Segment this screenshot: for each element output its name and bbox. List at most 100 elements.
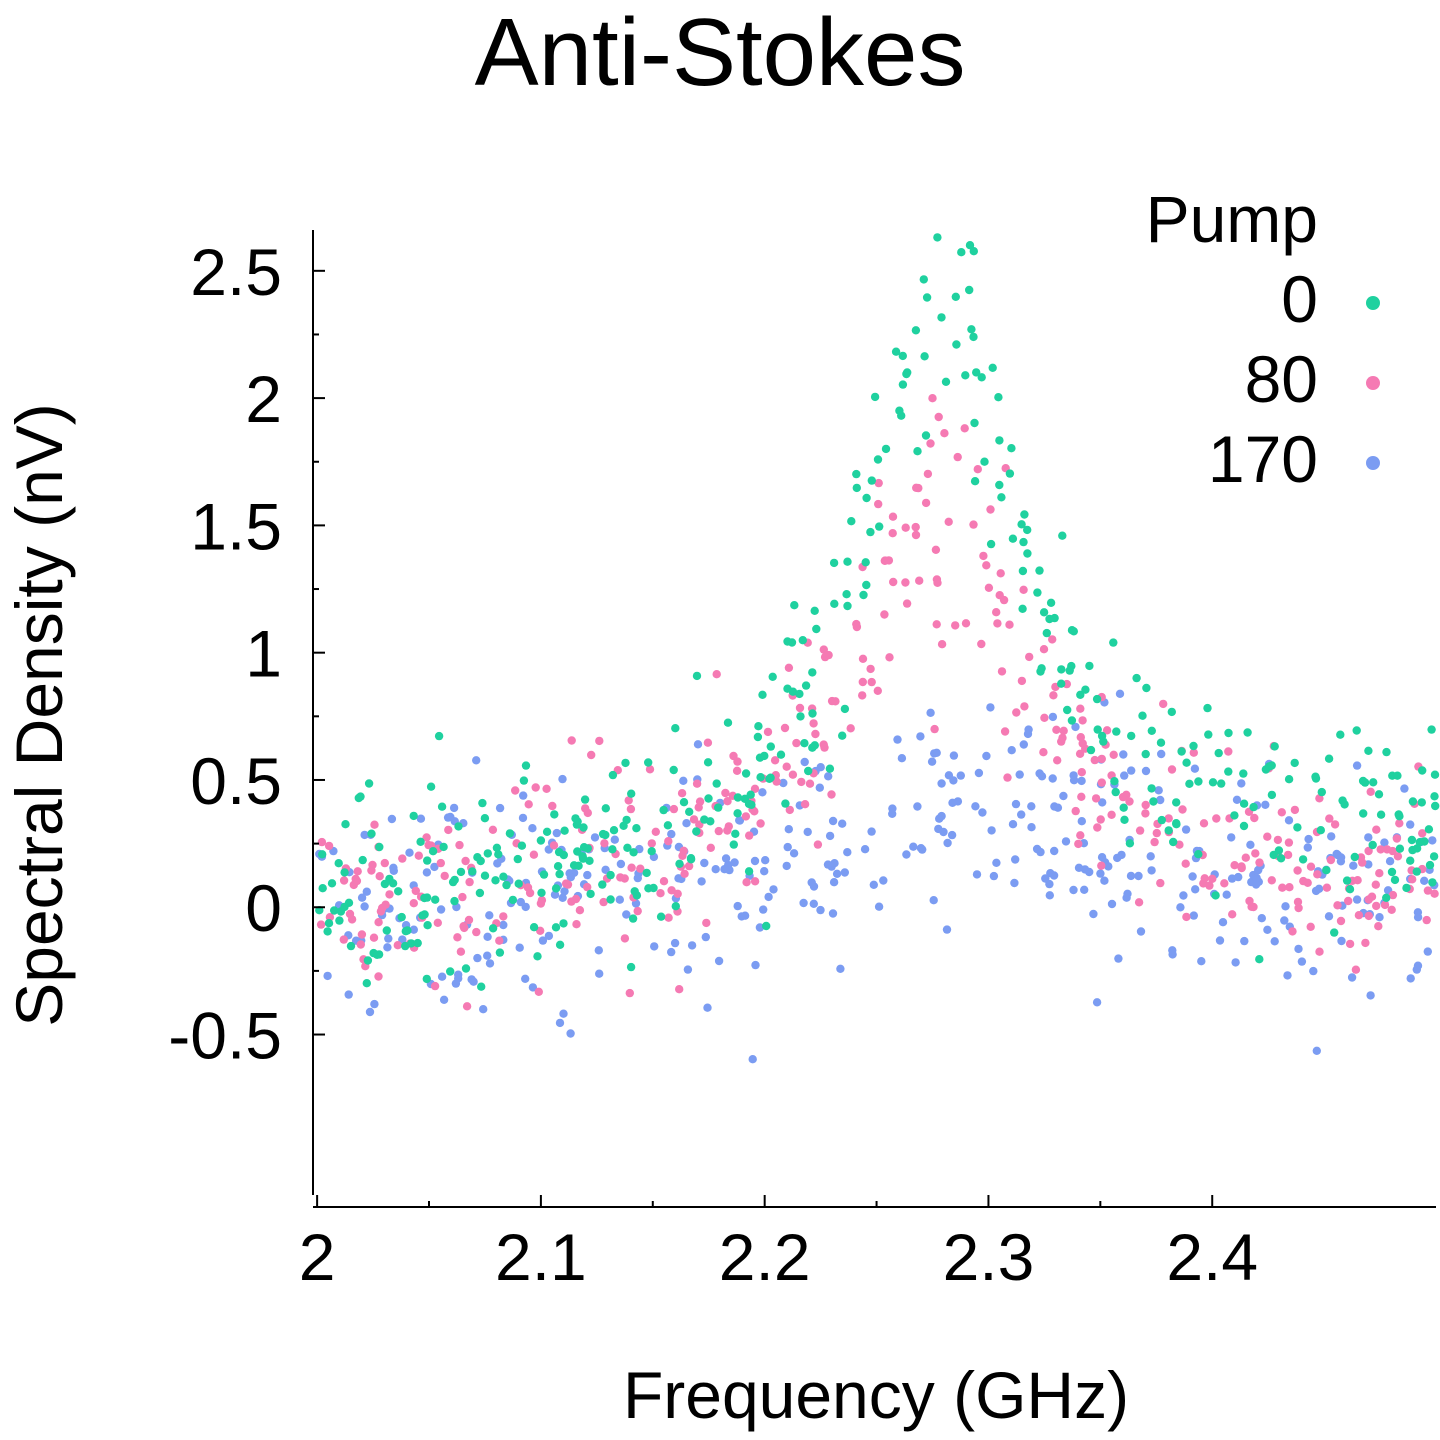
data-point	[534, 987, 543, 996]
data-point	[656, 889, 665, 898]
data-point	[1322, 866, 1331, 875]
data-point	[1172, 798, 1181, 807]
data-point	[684, 861, 694, 871]
data-point	[768, 672, 777, 681]
data-point	[1429, 852, 1439, 861]
data-point	[858, 654, 868, 663]
data-point	[1208, 778, 1218, 787]
data-point	[595, 736, 604, 746]
data-point	[951, 621, 960, 630]
data-point	[1392, 834, 1402, 843]
data-point	[1290, 758, 1299, 768]
data-point	[1336, 857, 1346, 866]
data-point	[706, 843, 715, 852]
data-point	[620, 934, 630, 943]
data-point	[341, 820, 350, 829]
data-point	[798, 636, 807, 645]
data-point	[358, 855, 367, 865]
data-point	[1359, 809, 1368, 818]
data-point	[1336, 730, 1345, 739]
data-point	[360, 902, 369, 911]
data-point	[1374, 922, 1383, 931]
data-point	[446, 967, 455, 976]
data-point	[340, 868, 349, 877]
data-point	[1111, 787, 1120, 797]
data-point	[1336, 916, 1346, 926]
data-point	[1177, 747, 1186, 756]
data-point	[590, 833, 600, 842]
data-point	[1293, 823, 1302, 832]
data-point	[858, 677, 867, 687]
data-point	[992, 858, 1001, 867]
data-point	[436, 905, 446, 914]
data-point	[1059, 726, 1068, 735]
data-point	[567, 736, 576, 745]
data-point	[729, 751, 738, 761]
data-point	[1269, 850, 1278, 860]
data-point	[809, 719, 818, 728]
data-point	[828, 909, 838, 918]
data-point	[1125, 797, 1134, 806]
data-point	[1278, 883, 1287, 892]
data-point	[669, 804, 679, 814]
data-point	[737, 912, 746, 921]
y-tick-label: -0.5	[168, 999, 282, 1073]
data-point	[1350, 852, 1360, 862]
data-point	[902, 599, 912, 608]
data-point	[473, 853, 482, 862]
data-point	[633, 906, 642, 916]
data-point	[1098, 798, 1107, 807]
data-point	[1092, 998, 1102, 1007]
data-point	[932, 620, 941, 629]
data-point	[790, 601, 799, 610]
data-point	[1096, 815, 1105, 824]
data-point	[1008, 534, 1018, 543]
data-point	[555, 940, 565, 949]
data-point	[586, 889, 595, 899]
data-point	[1230, 861, 1239, 870]
data-point	[832, 869, 842, 878]
data-point	[1189, 748, 1199, 757]
data-point	[1168, 946, 1177, 955]
data-point	[929, 896, 938, 905]
data-point	[340, 902, 349, 912]
data-point	[1167, 765, 1177, 774]
data-point	[552, 828, 561, 838]
data-point	[558, 774, 567, 784]
data-point	[1150, 837, 1159, 847]
data-point	[475, 888, 485, 898]
data-point	[957, 248, 966, 257]
data-point	[901, 578, 910, 587]
data-point	[1025, 652, 1034, 662]
data-point	[1015, 770, 1024, 779]
data-point	[1239, 769, 1248, 778]
data-point	[994, 393, 1003, 402]
data-point	[714, 956, 724, 966]
data-point	[671, 724, 680, 733]
data-point	[861, 558, 870, 567]
data-point	[667, 947, 676, 957]
data-point	[704, 794, 713, 803]
data-point	[1071, 722, 1080, 732]
data-point	[969, 520, 978, 529]
data-point	[937, 640, 947, 649]
data-point	[514, 879, 523, 888]
data-point	[1086, 745, 1096, 755]
data-point	[1303, 878, 1312, 887]
data-point	[733, 809, 742, 818]
data-point	[733, 793, 743, 802]
data-point	[763, 727, 773, 737]
data-point	[1045, 614, 1054, 624]
data-point	[867, 677, 876, 687]
data-point	[553, 862, 563, 871]
data-point	[916, 732, 925, 741]
data-point	[1340, 800, 1349, 809]
data-point	[692, 671, 702, 681]
data-point	[682, 819, 691, 828]
data-point	[1126, 871, 1136, 881]
data-point	[982, 751, 991, 761]
data-point	[671, 902, 680, 911]
data-point	[572, 920, 581, 929]
data-point	[559, 850, 568, 860]
